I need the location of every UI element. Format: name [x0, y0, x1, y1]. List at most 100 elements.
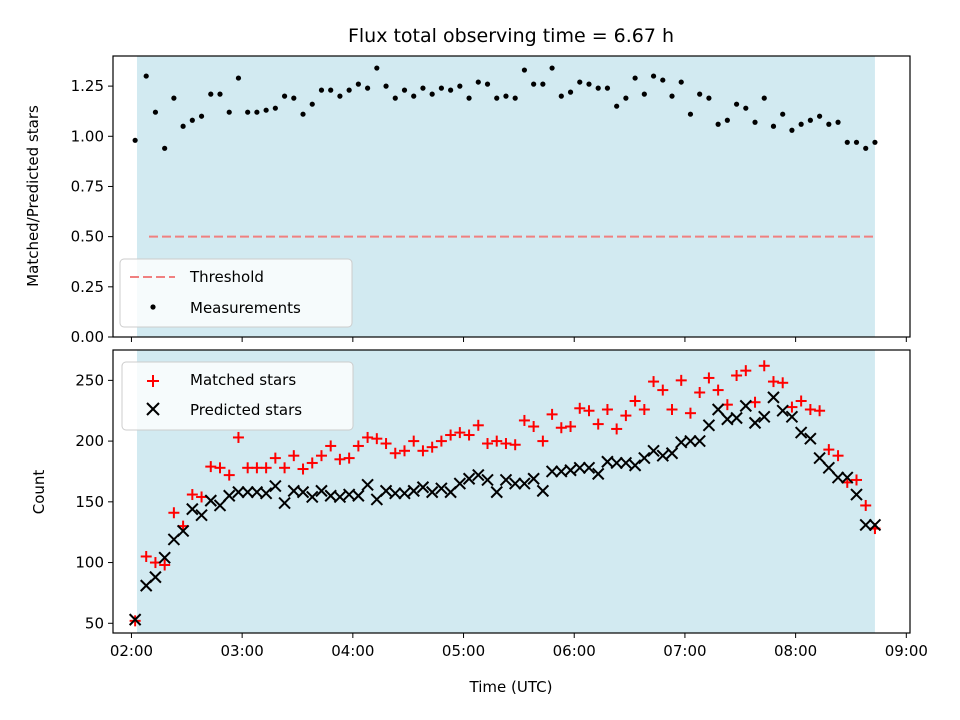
data-point-stroke — [315, 484, 328, 498]
data-point — [789, 127, 795, 133]
data-point — [715, 121, 721, 127]
data-point-stroke — [675, 436, 688, 449]
data-point-stroke — [592, 467, 605, 481]
data-point-stroke — [794, 426, 808, 439]
data-point — [457, 83, 463, 89]
data-point — [518, 477, 531, 490]
count-y-ticks: 50 100 150 200 250 — [75, 371, 113, 632]
data-point — [245, 109, 251, 115]
data-point — [697, 91, 703, 97]
data-point — [296, 485, 310, 499]
data-point-stroke — [748, 416, 762, 430]
data-point — [601, 404, 613, 416]
y-tick-label: 0.00 — [71, 328, 104, 346]
data-point — [794, 426, 808, 439]
data-point — [503, 93, 509, 99]
data-point — [251, 462, 263, 474]
data-point-stroke — [702, 419, 716, 432]
data-point — [823, 444, 835, 456]
data-point — [490, 485, 503, 499]
data-point — [232, 431, 244, 443]
data-point — [573, 461, 586, 475]
data-point — [328, 87, 334, 93]
data-point — [798, 121, 804, 127]
data-point — [748, 416, 762, 430]
y-tick-label: 200 — [75, 432, 104, 450]
data-point — [383, 83, 389, 89]
data-point — [528, 421, 540, 433]
data-point — [398, 487, 411, 500]
data-point — [786, 401, 798, 413]
ratio-axes-frame — [112, 55, 911, 338]
chart-title: Flux total observing time = 6.67 h — [348, 25, 674, 47]
data-point — [740, 365, 752, 377]
data-point — [844, 139, 850, 145]
data-point-stroke — [379, 484, 393, 498]
data-point — [140, 550, 152, 562]
data-point — [795, 395, 807, 407]
data-point — [355, 81, 361, 87]
data-point — [466, 95, 472, 101]
data-point-stroke — [278, 496, 291, 510]
predicted-legend-marker — [146, 402, 160, 416]
y-tick-label: 1.00 — [71, 127, 104, 145]
data-point-stroke — [665, 447, 679, 460]
data-point-stroke — [361, 478, 374, 492]
data-point — [758, 410, 771, 424]
data-point — [565, 421, 577, 433]
data-point — [752, 119, 758, 125]
data-point — [241, 485, 254, 499]
count-y-axis-label: Count — [30, 470, 48, 515]
data-point — [509, 439, 521, 451]
data-point — [675, 374, 687, 386]
data-point — [482, 438, 494, 450]
data-point — [162, 145, 168, 151]
data-point — [143, 73, 149, 79]
data-point — [813, 451, 826, 465]
data-point-stroke — [176, 524, 190, 538]
data-point — [435, 435, 447, 447]
data-point — [152, 109, 159, 115]
count-legend: Matched stars Predicted stars — [121, 361, 354, 431]
data-point — [546, 408, 558, 420]
data-point-stroke — [628, 459, 642, 472]
data-point-stroke — [149, 570, 162, 584]
data-point-stroke — [850, 488, 863, 501]
data-point — [604, 85, 611, 91]
ratio-series-measurements — [132, 65, 878, 151]
data-point — [343, 452, 355, 464]
data-point-stroke — [610, 456, 623, 470]
data-point — [582, 461, 596, 475]
data-point — [638, 404, 650, 416]
y-tick-label: 50 — [85, 614, 104, 632]
ratio-y-axis-label: Matched/Predicted stars — [24, 105, 42, 287]
data-point — [371, 433, 383, 445]
data-point — [278, 496, 291, 510]
data-point — [491, 435, 503, 447]
threshold-legend-label: Threshold — [189, 268, 264, 286]
data-point-stroke — [730, 411, 743, 425]
data-point — [315, 450, 327, 462]
data-point — [288, 450, 300, 462]
data-point-stroke — [804, 432, 817, 445]
data-point — [684, 407, 696, 419]
data-point — [149, 570, 162, 584]
data-point — [364, 85, 371, 91]
data-point — [648, 376, 660, 388]
data-point — [592, 418, 604, 430]
data-point — [521, 67, 528, 73]
data-point — [214, 462, 226, 474]
data-point — [650, 73, 657, 79]
data-point — [204, 494, 217, 507]
data-point — [499, 473, 513, 487]
data-point-stroke — [785, 410, 799, 424]
data-point — [816, 113, 823, 119]
data-point — [694, 387, 706, 399]
data-point — [454, 427, 466, 439]
y-tick-label: 250 — [75, 371, 104, 389]
data-point-stroke — [499, 473, 513, 487]
data-point — [583, 405, 595, 417]
data-point-stroke — [711, 403, 725, 416]
data-point — [850, 474, 862, 486]
data-point — [346, 87, 352, 93]
